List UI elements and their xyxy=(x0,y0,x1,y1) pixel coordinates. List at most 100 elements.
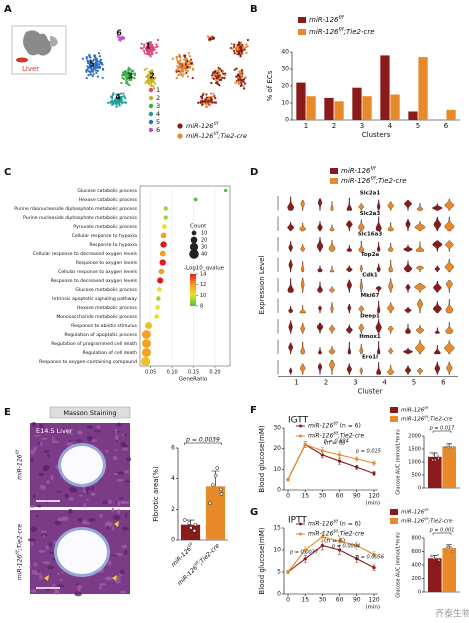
umap-point xyxy=(236,48,239,51)
tissue-texture xyxy=(33,571,42,576)
umap-point xyxy=(146,80,149,83)
tissue-texture xyxy=(30,458,34,462)
tissue-texture xyxy=(106,525,110,530)
y-tick-label: 400 xyxy=(411,563,421,569)
violin xyxy=(346,197,352,211)
legend-marker xyxy=(299,522,302,526)
umap-point xyxy=(218,84,221,87)
umap-point xyxy=(90,70,93,73)
umap-point xyxy=(131,72,135,75)
violin xyxy=(387,302,394,314)
umap-point xyxy=(125,79,128,82)
umap-point xyxy=(107,101,110,104)
marker xyxy=(372,552,376,557)
umap-point xyxy=(96,63,99,66)
x-tick-label: 4 xyxy=(382,379,387,387)
data-point-decor xyxy=(432,557,435,560)
violin xyxy=(345,324,353,334)
umap-point xyxy=(217,68,220,71)
umap-point xyxy=(178,53,181,57)
violin xyxy=(388,260,393,273)
umap-point xyxy=(237,82,241,85)
violin xyxy=(376,362,382,375)
umap-point xyxy=(153,82,157,85)
marker xyxy=(303,442,307,447)
umap-point xyxy=(121,37,124,40)
violin xyxy=(415,339,425,355)
umap-point xyxy=(213,101,216,104)
umap-point xyxy=(99,59,102,62)
umap-point xyxy=(86,65,89,68)
data-point-decor xyxy=(451,550,454,553)
umap-point xyxy=(243,87,246,90)
dot xyxy=(140,356,151,367)
umap-point xyxy=(142,45,146,48)
tissue-texture xyxy=(52,436,55,441)
umap-point xyxy=(92,67,96,70)
bracket xyxy=(432,430,452,433)
bar xyxy=(446,109,456,120)
legend-n: (n = 6) xyxy=(324,440,345,447)
umap-point xyxy=(85,76,88,80)
y-tick-label: 0 xyxy=(418,486,421,492)
umap-point xyxy=(239,55,242,58)
legend-label: 14 xyxy=(200,272,206,278)
legend-marker xyxy=(299,532,302,536)
data-point xyxy=(187,521,191,525)
gene-label: Top2a xyxy=(361,252,380,258)
umap-point xyxy=(192,68,195,71)
umap-point xyxy=(189,59,192,62)
umap-point xyxy=(223,77,226,80)
umap-point xyxy=(233,68,236,71)
bar xyxy=(362,96,372,120)
umap-point xyxy=(121,101,124,104)
umap-point xyxy=(87,74,90,77)
data-point-decor xyxy=(437,457,440,460)
tissue-texture xyxy=(114,434,119,441)
violin xyxy=(317,220,323,232)
data-point-decor xyxy=(449,546,452,549)
umap-point xyxy=(129,76,132,80)
violin xyxy=(347,304,352,314)
dot xyxy=(141,348,151,357)
violin xyxy=(416,265,424,273)
umap-point xyxy=(91,70,95,73)
violin xyxy=(405,284,411,293)
y-axis-label: % of ECs xyxy=(266,70,274,101)
x-tick-label: 90 xyxy=(353,597,361,604)
y-tick-label: 20 xyxy=(273,445,281,452)
umap-point xyxy=(241,43,244,47)
gene-label: Deep1 xyxy=(360,314,380,320)
violin xyxy=(444,216,455,232)
data-point-decor xyxy=(451,446,454,449)
violin xyxy=(299,222,306,232)
violin xyxy=(377,199,381,211)
term-label: Response to oxygen-containing compound xyxy=(39,359,137,365)
umap-point xyxy=(176,61,180,65)
violin xyxy=(416,367,424,375)
umap-point xyxy=(112,102,115,105)
violin xyxy=(359,264,363,273)
panel-label: F xyxy=(250,405,257,416)
y-tick-label: 40 xyxy=(281,49,289,56)
umap-point xyxy=(184,61,187,64)
tissue-texture xyxy=(66,441,74,446)
tissue-texture xyxy=(68,508,73,515)
umap-point xyxy=(205,93,208,96)
tissue-texture xyxy=(85,498,90,501)
y-tick-label: 1500 xyxy=(408,447,421,453)
tissue-texture xyxy=(76,584,83,590)
tissue-texture xyxy=(99,513,103,518)
umap-point xyxy=(122,77,125,81)
umap-point xyxy=(94,61,97,64)
umap-point xyxy=(211,95,215,98)
umap-point xyxy=(175,76,178,80)
violin xyxy=(330,302,334,314)
data-point-decor xyxy=(445,545,449,549)
umap-point xyxy=(233,52,236,55)
gene-label: Cdk1 xyxy=(362,273,378,279)
tissue-texture xyxy=(114,449,119,452)
violin xyxy=(346,265,353,273)
violin xyxy=(300,199,305,211)
legend-swatch xyxy=(148,111,154,117)
